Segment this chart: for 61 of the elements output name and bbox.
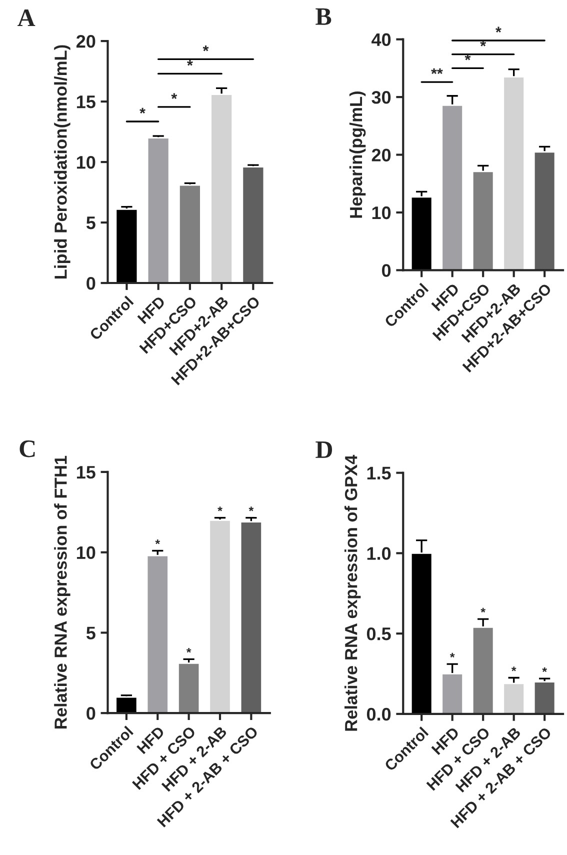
y-tick-label: 15	[76, 466, 96, 479]
y-tick-label: 0	[86, 276, 96, 290]
bar	[502, 76, 525, 270]
bar	[533, 151, 556, 270]
annotation: *	[218, 506, 222, 512]
y-tick-label: 0	[86, 707, 96, 720]
bar	[115, 696, 138, 714]
bar	[146, 137, 170, 284]
y-tick-label: 20	[76, 34, 96, 48]
chart-title: C	[20, 440, 35, 458]
annotation: *	[187, 60, 193, 66]
bar	[178, 662, 200, 714]
chart-title: A	[18, 10, 36, 26]
y-axis-title: Lipid Peroxidation(nmol/mL)	[54, 45, 70, 279]
y-tick-label: 1.0	[367, 547, 391, 560]
bar	[441, 104, 464, 270]
y-tick-label: 10	[76, 156, 96, 169]
y-tick-label: 5	[86, 626, 96, 640]
annotation: *	[202, 46, 209, 52]
chart-title: D	[316, 441, 332, 458]
chart-title: B	[316, 8, 332, 25]
annotation: *	[542, 667, 547, 672]
y-tick-label: 20	[372, 148, 391, 162]
annotation: *	[155, 540, 160, 544]
bar	[240, 521, 262, 714]
annotation: *	[511, 666, 516, 672]
annotation: *	[186, 648, 192, 653]
annotation: *	[450, 652, 455, 658]
bar	[502, 682, 525, 714]
y-tick-label: 0.5	[366, 627, 391, 640]
bar	[472, 626, 494, 714]
y-tick-label: 10	[372, 206, 391, 220]
y-tick-label: 0.0	[366, 708, 391, 721]
annotation: *	[480, 40, 486, 46]
bar	[410, 196, 433, 270]
bar	[533, 681, 556, 714]
annotation: **	[431, 68, 443, 74]
bar	[146, 554, 169, 714]
bar	[115, 208, 138, 284]
y-axis-title: Heparin(pg/mL)	[349, 91, 366, 218]
annotation: *	[248, 506, 254, 512]
bar	[210, 94, 234, 284]
y-tick-label: 40	[372, 33, 391, 46]
annotation: *	[480, 608, 486, 613]
annotation: *	[171, 93, 178, 99]
annotation: *	[140, 108, 146, 114]
y-tick-label: 0	[382, 264, 391, 277]
bar	[472, 170, 494, 270]
y-tick-label: 30	[372, 90, 391, 104]
y-tick-label: 5	[86, 216, 96, 230]
bar	[441, 673, 464, 714]
y-axis-title: Relative RNA expression of GPX4	[344, 454, 361, 731]
bar	[242, 166, 265, 284]
y-tick-label: 10	[76, 546, 96, 560]
bar	[178, 184, 202, 284]
y-tick-label: 1.5	[367, 466, 391, 480]
y-tick-label: 15	[76, 96, 96, 108]
text: *	[496, 26, 502, 32]
y-axis-title: Relative RNA expression of FTH1	[54, 456, 70, 728]
annotation: *	[464, 54, 471, 60]
bar	[208, 519, 232, 714]
